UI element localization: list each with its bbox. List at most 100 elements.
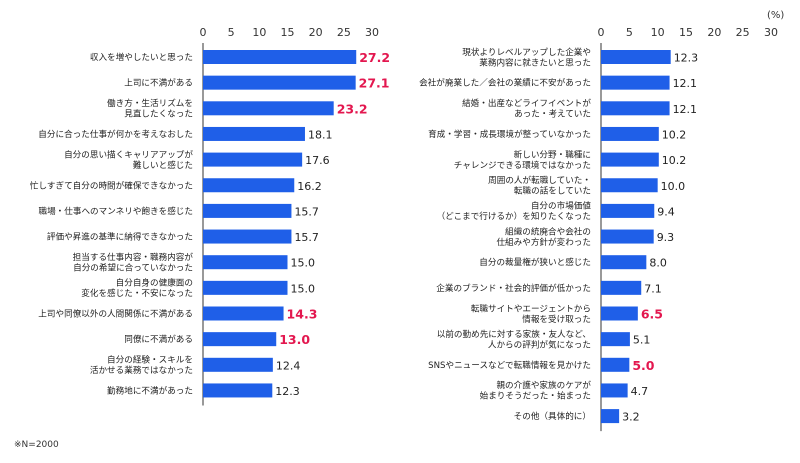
category-label-line: 見直したくなった bbox=[124, 108, 193, 120]
category-label-line: 結婚・出産などライフイベントが bbox=[462, 97, 591, 109]
x-tick-label: 15 bbox=[679, 26, 693, 39]
bar bbox=[203, 178, 295, 193]
category-label: 勤務地に不満があった bbox=[107, 384, 193, 396]
category-label: 評価や昇進の基準に納得できなかった bbox=[47, 231, 193, 243]
category-label: 職場・仕事へのマンネリや飽きを感じた bbox=[38, 205, 193, 217]
category-label-line: 担当する仕事内容・職務内容が bbox=[73, 251, 194, 263]
x-tick-label: 25 bbox=[337, 26, 351, 39]
category-label: 自分自身の健康面の変化を感じた・不安になった bbox=[81, 277, 193, 300]
bar bbox=[203, 152, 303, 167]
bar bbox=[203, 50, 357, 64]
category-label-line: 新しい分野・職種に bbox=[514, 148, 591, 160]
x-tick-label: 0 bbox=[598, 26, 605, 39]
bar bbox=[601, 357, 630, 372]
category-label-line: 自分の裁量権が狭いと感じた bbox=[479, 256, 591, 268]
category-label-line: 活かせる業務ではなかった bbox=[90, 364, 193, 376]
bar bbox=[601, 178, 658, 193]
category-label-line: 転職の話をしていた bbox=[514, 185, 591, 197]
bar bbox=[203, 126, 305, 141]
category-label: 自分の経験・スキルを活かせる業務ではなかった bbox=[90, 354, 193, 377]
chart-panel-2: 0 5 10 15 20 25 30 12.3 現状よりレベルアップした企業や業務内容に就きたい… bbox=[419, 26, 778, 432]
bar bbox=[203, 306, 284, 321]
category-label-line: あった・考えていた bbox=[514, 109, 591, 120]
category-label-line: 上司や同僚以外の人間関係に不満がある bbox=[38, 308, 193, 320]
value-label: 8.0 bbox=[649, 257, 667, 270]
value-label: 17.6 bbox=[305, 154, 330, 167]
bar bbox=[601, 50, 671, 64]
category-label: 結婚・出産などライフイベントがあった・考えていた bbox=[462, 97, 591, 120]
category-label-line: 組織の統廃合や会社の bbox=[505, 225, 591, 237]
value-label: 13.0 bbox=[279, 332, 310, 347]
value-label: 10.0 bbox=[661, 180, 686, 193]
category-label-line: 自分自身の健康面の bbox=[116, 277, 193, 289]
value-label: 12.4 bbox=[276, 359, 301, 372]
bar bbox=[601, 409, 620, 424]
category-label-line: 仕組みや方針が変わった bbox=[496, 236, 591, 248]
value-label: 12.1 bbox=[673, 77, 698, 90]
category-label-line: 自分の経験・スキルを bbox=[107, 354, 193, 366]
bar bbox=[601, 255, 647, 270]
x-tick-label: 30 bbox=[764, 26, 778, 39]
bar bbox=[601, 306, 638, 321]
category-label-line: 忙しすぎて自分の時間が確保できなかった bbox=[30, 179, 193, 191]
x-tick-label: 20 bbox=[707, 26, 721, 39]
bar bbox=[601, 280, 642, 295]
category-label-line: 上司に不満がある bbox=[124, 77, 193, 89]
category-label-line: 以前の勤め先に対する家族・友人など、 bbox=[437, 328, 591, 340]
bar bbox=[601, 152, 659, 167]
bar bbox=[203, 280, 288, 295]
bar bbox=[601, 229, 654, 244]
category-label-line: 育成・学習・成長環境が整っていなかった bbox=[428, 128, 591, 140]
category-label-line: 情報を受け取った bbox=[522, 313, 591, 325]
category-label: 忙しすぎて自分の時間が確保できなかった bbox=[30, 179, 193, 191]
category-label: 上司に不満がある bbox=[124, 77, 193, 89]
category-label-line: 自分に合った仕事が何かを考えなおした bbox=[38, 128, 193, 140]
value-label: 9.3 bbox=[657, 231, 675, 244]
category-label: 会社が廃業した／会社の業績に不安があった bbox=[419, 77, 591, 89]
category-label-line: 変化を感じた・不安になった bbox=[81, 287, 193, 299]
x-tick-label: 10 bbox=[651, 26, 665, 39]
bar bbox=[601, 332, 630, 347]
category-label: 担当する仕事内容・職務内容が自分の希望に合っていなかった bbox=[73, 251, 194, 274]
category-label-line: （どこまで行けるか）を知りたくなった bbox=[437, 210, 591, 222]
value-label: 3.2 bbox=[622, 411, 640, 424]
bar bbox=[203, 75, 356, 90]
category-label-line: その他（具体的に） bbox=[514, 410, 591, 422]
category-label: 現状よりレベルアップした企業や業務内容に就きたいと思った bbox=[462, 46, 591, 69]
bar bbox=[203, 101, 334, 116]
category-label-line: 業務内容に就きたいと思った bbox=[479, 56, 591, 68]
value-label: 12.3 bbox=[275, 385, 300, 398]
category-label: 自分の思い描くキャリアアップが難しいと感じた bbox=[64, 148, 193, 171]
category-label: 企業のブランド・社会的評価が低かった bbox=[436, 282, 591, 294]
category-label: 収入を増やしたいと思った bbox=[90, 51, 193, 63]
category-label: 自分の裁量権が狭いと感じた bbox=[479, 256, 591, 268]
category-label: 組織の統廃合や会社の仕組みや方針が変わった bbox=[496, 225, 591, 248]
value-label: 12.1 bbox=[673, 103, 698, 116]
category-label-line: 親の介護や家族のケアが bbox=[496, 379, 591, 391]
bar bbox=[203, 383, 273, 398]
category-label-line: 周囲の人が転職していた・ bbox=[488, 174, 591, 186]
category-label: 働き方・生活リズムを見直したくなった bbox=[107, 97, 193, 120]
value-label: 10.2 bbox=[662, 128, 687, 141]
category-label-line: 評価や昇進の基準に納得できなかった bbox=[47, 231, 193, 243]
x-tick-label: 5 bbox=[228, 26, 235, 39]
value-label: 15.7 bbox=[294, 205, 319, 218]
value-label: 10.2 bbox=[662, 154, 687, 167]
category-label-line: 働き方・生活リズムを bbox=[107, 97, 193, 109]
category-label: 育成・学習・成長環境が整っていなかった bbox=[428, 128, 591, 140]
category-label-line: 人からの評判が気になった bbox=[488, 338, 591, 350]
category-label: 以前の勤め先に対する家族・友人など、人からの評判が気になった bbox=[437, 328, 591, 351]
x-tick-label: 0 bbox=[200, 26, 207, 39]
category-label: 親の介護や家族のケアが始まりそうだった・始まった bbox=[480, 379, 592, 402]
category-label-line: 収入を増やしたいと思った bbox=[90, 51, 193, 63]
bar bbox=[203, 332, 277, 347]
category-label: 自分の市場価値（どこまで行けるか）を知りたくなった bbox=[437, 200, 592, 223]
value-label: 14.3 bbox=[287, 307, 318, 322]
category-label-line: 同僚に不満がある bbox=[124, 333, 193, 345]
category-label-line: 現状よりレベルアップした企業や bbox=[462, 46, 591, 58]
x-tick-label: 30 bbox=[365, 26, 379, 39]
category-label: 周囲の人が転職していた・転職の話をしていた bbox=[488, 174, 591, 197]
category-label-line: 難しいと感じた bbox=[133, 159, 193, 171]
value-label: 7.1 bbox=[644, 282, 662, 295]
bar bbox=[601, 203, 655, 218]
